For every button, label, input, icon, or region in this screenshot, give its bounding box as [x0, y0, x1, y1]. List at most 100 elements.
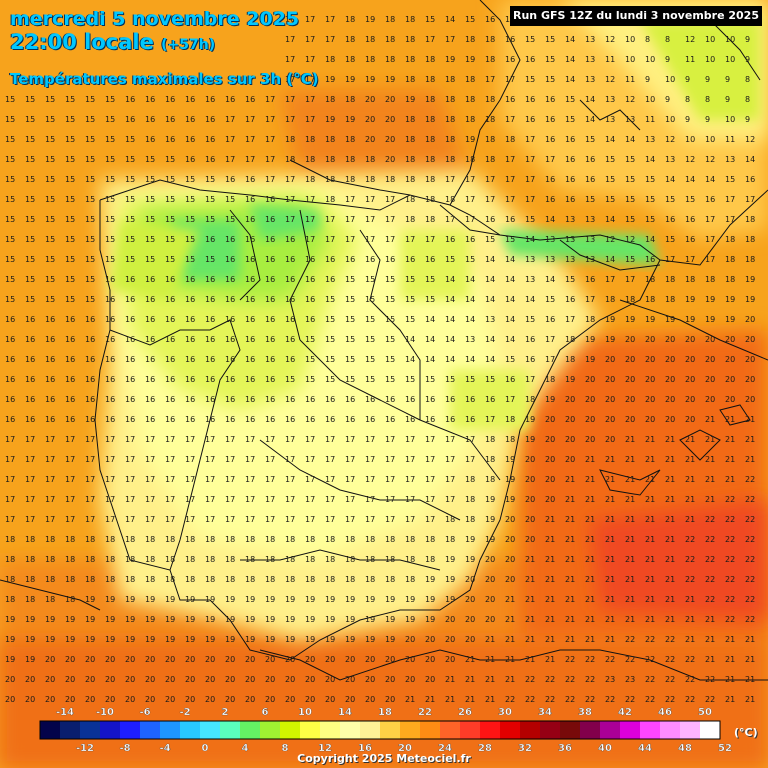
grid-value: 15: [145, 175, 155, 184]
grid-value: 13: [585, 255, 595, 264]
grid-value: 19: [125, 615, 135, 624]
grid-value: 17: [305, 515, 315, 524]
legend-label-bottom: -8: [119, 743, 130, 754]
grid-value: 16: [145, 275, 155, 284]
grid-value: 17: [385, 455, 395, 464]
grid-value: 16: [425, 415, 435, 424]
grid-value: 14: [505, 275, 515, 284]
grid-value: 16: [285, 395, 295, 404]
grid-value: 17: [365, 515, 375, 524]
grid-value: 16: [665, 215, 675, 224]
grid-value: 17: [325, 455, 335, 464]
grid-value: 20: [105, 695, 115, 704]
grid-value: 17: [505, 75, 515, 84]
grid-value: 18: [405, 195, 415, 204]
grid-value: 20: [525, 515, 535, 524]
grid-value: 13: [605, 115, 615, 124]
grid-value: 16: [45, 355, 55, 364]
grid-value: 17: [165, 475, 175, 484]
grid-value: 16: [145, 415, 155, 424]
grid-value: 20: [445, 615, 455, 624]
grid-value: 13: [665, 155, 675, 164]
grid-value: 15: [25, 155, 35, 164]
grid-value: 20: [525, 475, 535, 484]
grid-value: 17: [265, 95, 275, 104]
grid-value: 17: [185, 515, 195, 524]
grid-value: 20: [325, 655, 335, 664]
grid-value: 20: [645, 335, 655, 344]
grid-value: 14: [405, 355, 415, 364]
grid-value: 18: [345, 35, 355, 44]
grid-value: 10: [625, 55, 635, 64]
grid-value: 18: [265, 535, 275, 544]
grid-value: 20: [665, 355, 675, 364]
grid-value: 19: [465, 535, 475, 544]
grid-value: 20: [25, 675, 35, 684]
grid-value: 17: [145, 435, 155, 444]
grid-value: 21: [745, 695, 755, 704]
legend-label-top: 42: [618, 707, 632, 718]
grid-value: 16: [25, 335, 35, 344]
grid-value: 20: [85, 675, 95, 684]
grid-value: 10: [705, 55, 715, 64]
grid-value: 8: [685, 95, 690, 104]
grid-value: 17: [685, 255, 695, 264]
grid-value: 16: [5, 355, 15, 364]
grid-value: 22: [745, 555, 755, 564]
grid-value: 18: [445, 515, 455, 524]
grid-value: 20: [725, 395, 735, 404]
grid-value: 20: [405, 655, 415, 664]
grid-value: 16: [245, 215, 255, 224]
grid-value: 16: [5, 315, 15, 324]
grid-value: 20: [505, 515, 515, 524]
grid-value: 18: [425, 535, 435, 544]
grid-value: 21: [605, 535, 615, 544]
grid-value: 13: [625, 115, 635, 124]
grid-value: 15: [125, 135, 135, 144]
grid-value: 16: [265, 335, 275, 344]
grid-value: 19: [265, 595, 275, 604]
grid-value: 16: [165, 95, 175, 104]
grid-value: 21: [585, 535, 595, 544]
grid-value: 15: [125, 175, 135, 184]
grid-value: 20: [485, 575, 495, 584]
grid-value: 16: [705, 195, 715, 204]
legend-label-top: -2: [179, 707, 190, 718]
grid-value: 16: [25, 415, 35, 424]
grid-value: 16: [285, 255, 295, 264]
grid-value: 17: [525, 155, 535, 164]
grid-value: 15: [325, 315, 335, 324]
grid-value: 14: [425, 315, 435, 324]
grid-value: 17: [425, 475, 435, 484]
grid-value: 21: [585, 455, 595, 464]
grid-value: 20: [205, 675, 215, 684]
grid-value: 15: [225, 215, 235, 224]
grid-value: 15: [165, 215, 175, 224]
grid-value: 21: [625, 495, 635, 504]
grid-value: 19: [405, 615, 415, 624]
grid-value: 18: [405, 115, 415, 124]
grid-value: 13: [565, 255, 575, 264]
grid-value: 15: [65, 275, 75, 284]
grid-value: 18: [305, 135, 315, 144]
grid-value: 12: [745, 135, 755, 144]
grid-value: 17: [385, 235, 395, 244]
grid-value: 17: [65, 495, 75, 504]
grid-value: 17: [405, 455, 415, 464]
grid-value: 16: [525, 335, 535, 344]
grid-value: 21: [505, 675, 515, 684]
grid-value: 17: [285, 35, 295, 44]
grid-value: 14: [625, 135, 635, 144]
grid-value: 17: [245, 495, 255, 504]
grid-value: 18: [145, 575, 155, 584]
grid-value: 16: [565, 295, 575, 304]
grid-value: 19: [625, 315, 635, 324]
grid-value: 16: [105, 395, 115, 404]
grid-value: 15: [385, 335, 395, 344]
grid-value: 20: [645, 375, 655, 384]
grid-value: 17: [5, 475, 15, 484]
grid-value: 19: [345, 115, 355, 124]
grid-value: 11: [605, 55, 615, 64]
grid-value: 15: [365, 275, 375, 284]
legend-swatch: [320, 721, 341, 739]
